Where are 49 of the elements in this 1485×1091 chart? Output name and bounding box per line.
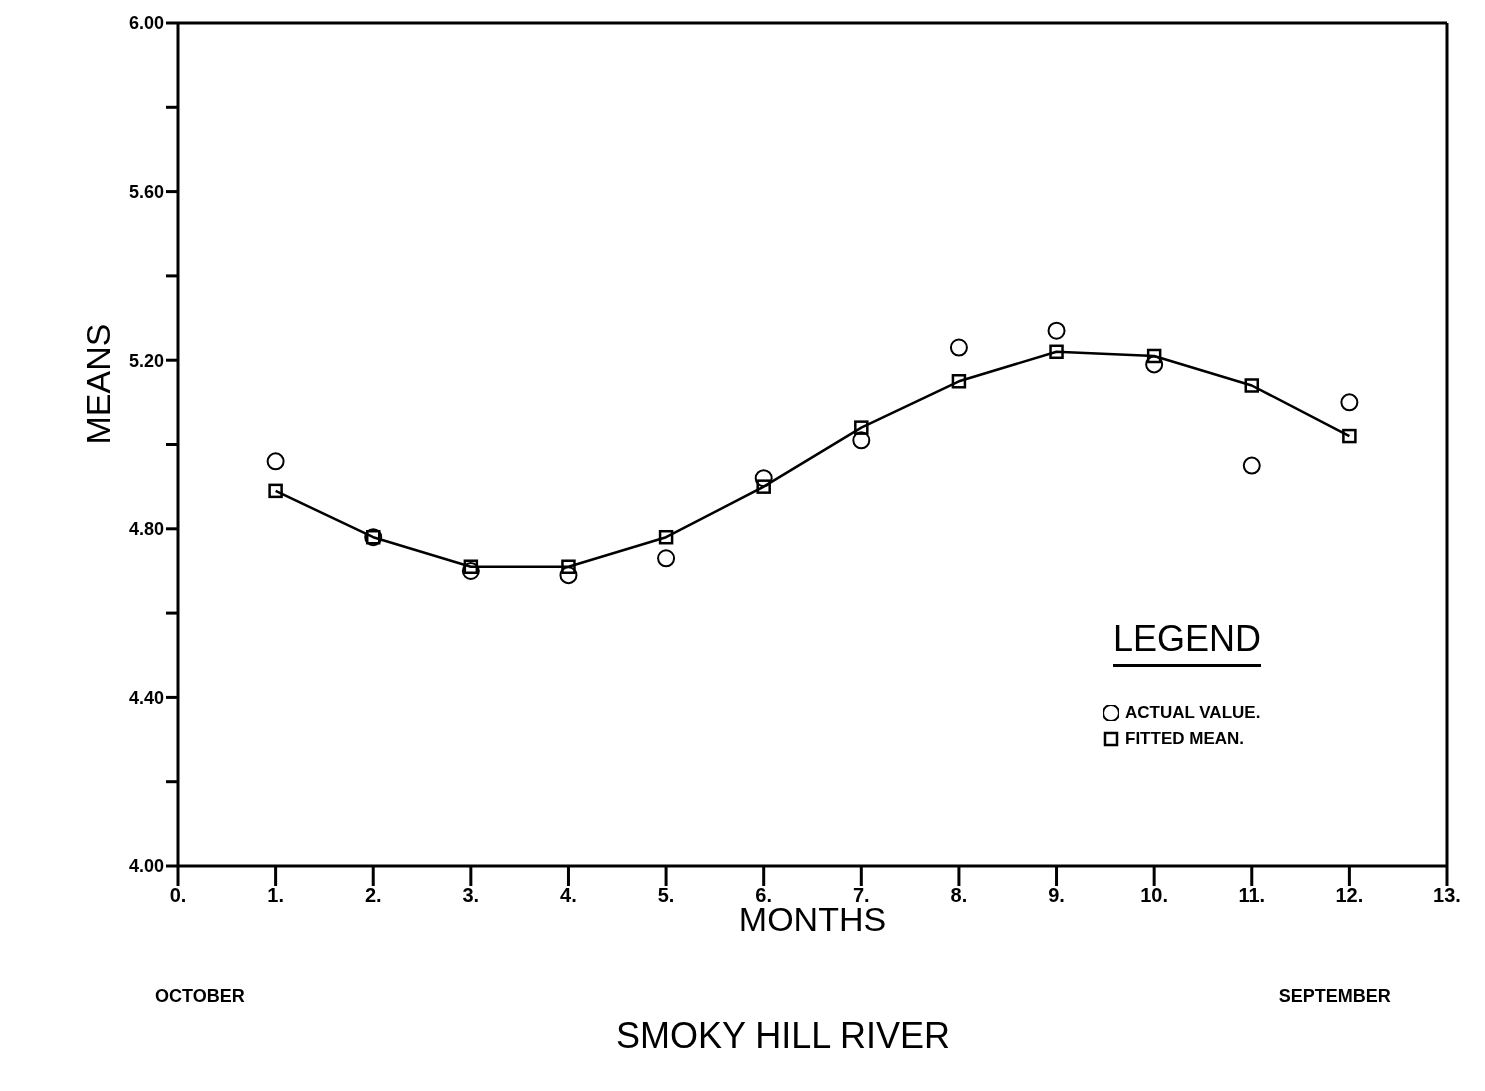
point — [463, 559, 479, 574]
x-tick-label: 12. — [1335, 884, 1364, 907]
x-tick-label: 5. — [657, 884, 675, 907]
point — [1145, 355, 1164, 374]
point — [754, 469, 773, 488]
x-tick-label: 13. — [1433, 884, 1461, 907]
point — [756, 479, 771, 494]
point — [854, 420, 869, 435]
legend-label: FITTED MEAN. — [1125, 729, 1244, 749]
x-tick-label: 2. — [364, 884, 382, 907]
point — [266, 452, 285, 471]
y-axis-title: MEANS — [79, 323, 118, 445]
point — [1340, 393, 1359, 412]
legend-label: ACTUAL VALUE. — [1125, 703, 1261, 723]
x-tick-label: 10. — [1140, 884, 1169, 907]
y-tick-label: 4.40 — [128, 687, 164, 708]
x-tick-label: 0. — [169, 884, 187, 907]
point — [1242, 456, 1261, 475]
point — [1146, 348, 1162, 364]
text: SEPTEMBER — [1278, 986, 1391, 1007]
point — [949, 338, 968, 357]
y-tick-label: 4.00 — [128, 856, 164, 877]
point — [658, 529, 674, 545]
point — [561, 559, 576, 574]
text: SMOKY HILL RIVER — [614, 1015, 952, 1057]
point — [461, 561, 480, 580]
x-tick-label: 1. — [267, 884, 284, 907]
point — [1047, 321, 1066, 340]
point — [1342, 428, 1357, 444]
y-tick-label: 5.60 — [128, 181, 164, 202]
point — [1244, 378, 1260, 393]
text: OCTOBER — [155, 986, 245, 1007]
point — [951, 374, 967, 389]
x-tick-label: 11. — [1238, 884, 1266, 907]
point — [559, 566, 578, 585]
x-tick-label: 4. — [560, 884, 577, 907]
x-tick-label: 6. — [755, 884, 773, 907]
point — [852, 431, 871, 450]
y-tick-label: 4.80 — [128, 519, 164, 540]
x-tick-label: 9. — [1048, 884, 1065, 907]
y-tick-label: 5.20 — [128, 350, 164, 371]
point — [268, 483, 283, 499]
x-tick-label: 3. — [462, 884, 480, 907]
y-tick-label: 6.00 — [128, 13, 164, 34]
x-tick-label: 7. — [852, 884, 870, 907]
point — [657, 549, 676, 568]
point — [1049, 344, 1064, 360]
legend-title: LEGEND — [1113, 618, 1262, 667]
x-tick-label: 8. — [950, 884, 968, 907]
